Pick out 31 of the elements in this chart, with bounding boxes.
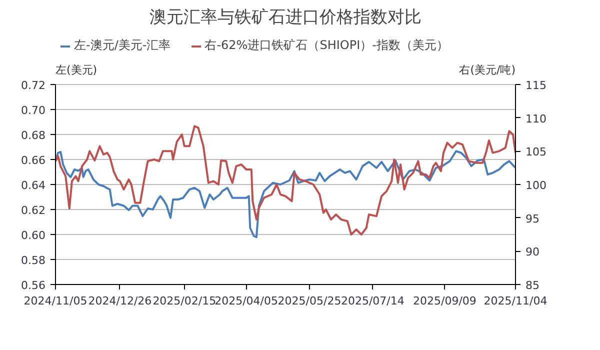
y-axis-title: 左(美元) [56, 64, 98, 76]
y2-axis-title: 右(美元/吨) [459, 64, 516, 76]
x-tick-label: 2025/11/04 [484, 294, 548, 308]
line-series [56, 125, 516, 236]
y2-tick-label: 90 [526, 246, 540, 259]
x-tick-label: 2025/07/14 [341, 294, 404, 308]
y-tick-label: 0.64 [21, 179, 46, 192]
y2-tick-label: 110 [526, 112, 546, 126]
y2-tick-label: 100 [526, 179, 546, 192]
x-tick-label: 2024/11/05 [24, 294, 88, 308]
x-tick-label: 2025/02/15 [152, 294, 216, 308]
y-tick-label: 0.56 [21, 279, 46, 292]
y2-tick-label: 85 [526, 279, 540, 292]
x-tick-label: 2025/09/09 [413, 294, 476, 308]
y-tick-label: 0.66 [21, 154, 46, 167]
y-tick-label: 0.68 [21, 129, 46, 142]
y-tick-label: 0.62 [21, 204, 46, 217]
y-tick-label: 0.60 [21, 229, 46, 242]
y-tick-label: 0.70 [21, 104, 46, 117]
y2-tick-label: 115 [526, 79, 546, 92]
line-series [56, 150, 516, 238]
x-tick-label: 2025/05/25 [278, 294, 342, 308]
x-tick-label: 2025/04/05 [214, 294, 278, 308]
chart-title: 澳元汇率与铁矿石进口价格指数对比 [150, 8, 422, 28]
legend-label: 右-62%进口铁矿石（SHIOPI）-指数（美元） [204, 37, 448, 54]
legend-label: 左-澳元/美元-汇率 [74, 37, 171, 54]
y-tick-label: 0.58 [21, 254, 46, 267]
x-tick-label: 2024/12/26 [88, 294, 152, 308]
y2-tick-label: 95 [526, 212, 540, 226]
y2-tick-label: 105 [526, 146, 546, 159]
y-tick-label: 0.72 [21, 79, 46, 92]
